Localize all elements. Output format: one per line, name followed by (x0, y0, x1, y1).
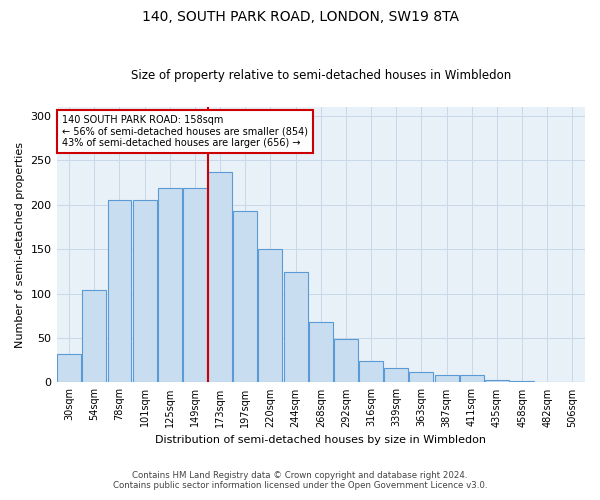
Y-axis label: Number of semi-detached properties: Number of semi-detached properties (15, 142, 25, 348)
Bar (309, 322, 333, 382)
Bar (133, 200, 157, 382)
Bar (434, 376, 458, 382)
Bar (510, 380, 534, 382)
Bar (107, 200, 131, 382)
X-axis label: Distribution of semi-detached houses by size in Wimbledon: Distribution of semi-detached houses by … (155, 435, 486, 445)
Bar (460, 376, 484, 382)
Bar (259, 249, 283, 382)
Text: 140, SOUTH PARK ROAD, LONDON, SW19 8TA: 140, SOUTH PARK ROAD, LONDON, SW19 8TA (142, 10, 458, 24)
Title: Size of property relative to semi-detached houses in Wimbledon: Size of property relative to semi-detach… (131, 69, 511, 82)
Bar (183, 188, 207, 382)
Bar (284, 272, 308, 382)
Bar (385, 368, 408, 382)
Bar (334, 339, 358, 382)
Bar (409, 372, 433, 382)
Text: 140 SOUTH PARK ROAD: 158sqm
← 56% of semi-detached houses are smaller (854)
43% : 140 SOUTH PARK ROAD: 158sqm ← 56% of sem… (62, 115, 308, 148)
Bar (208, 172, 232, 382)
Bar (158, 188, 182, 382)
Bar (359, 361, 383, 382)
Bar (57, 354, 81, 382)
Bar (485, 380, 509, 382)
Text: Contains HM Land Registry data © Crown copyright and database right 2024.
Contai: Contains HM Land Registry data © Crown c… (113, 470, 487, 490)
Bar (82, 290, 106, 382)
Bar (233, 211, 257, 382)
